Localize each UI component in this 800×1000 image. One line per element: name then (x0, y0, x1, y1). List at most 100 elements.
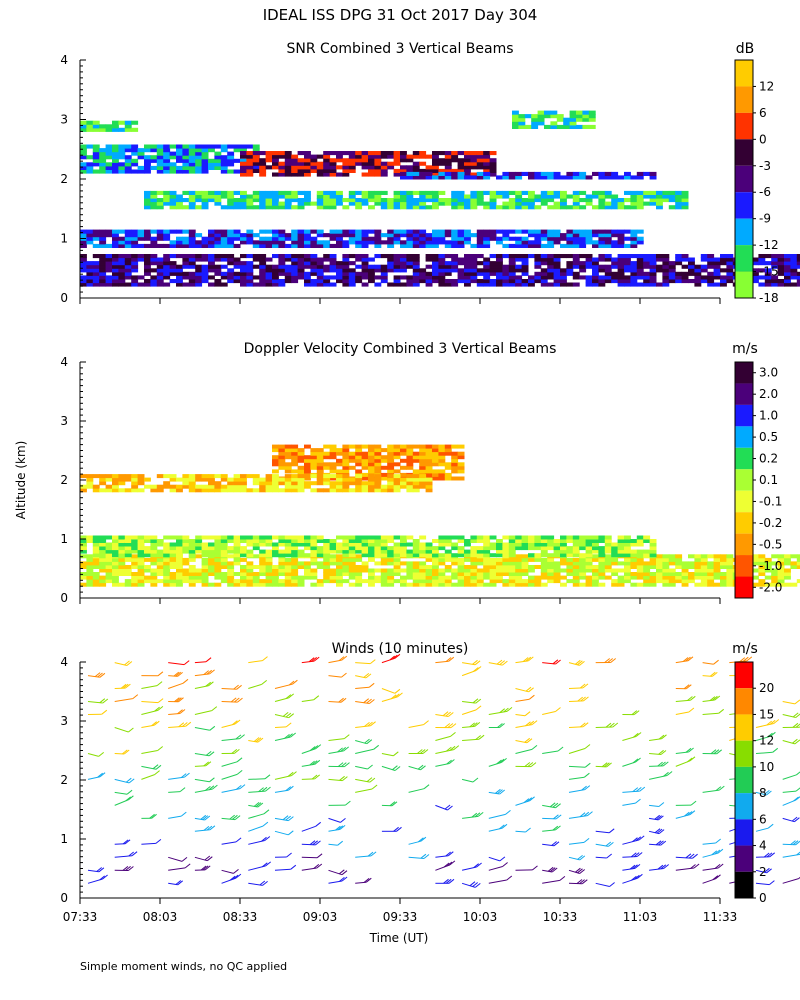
heatmap-cell (400, 198, 407, 203)
heatmap-cell (771, 257, 779, 262)
heatmap-cell (790, 565, 798, 569)
heatmap-cell (528, 201, 535, 206)
heatmap-cell (156, 474, 164, 479)
heatmap-cell (726, 264, 734, 269)
heatmap-cell (246, 194, 254, 199)
heatmap-cell (233, 198, 241, 203)
heatmap-cell (457, 268, 465, 273)
heatmap-cell (310, 264, 318, 269)
heatmap-cell (457, 579, 465, 584)
heatmap-cell (361, 488, 369, 493)
heatmap-cell (278, 465, 286, 470)
heatmap-cell (272, 535, 279, 540)
heatmap-cell (227, 254, 235, 259)
heatmap-cell (412, 205, 420, 210)
wind-barb-flag (631, 710, 638, 715)
heatmap-cell (553, 568, 561, 573)
heatmap-cell (425, 488, 433, 493)
heatmap-cell (182, 568, 190, 573)
wind-barb-flag (475, 698, 482, 704)
heatmap-cell (675, 257, 683, 262)
heatmap-cell (764, 275, 772, 280)
wind-barb-flag (209, 777, 215, 783)
heatmap-cell (649, 201, 657, 206)
heatmap-cell (144, 254, 151, 259)
wind-barb-flag (446, 759, 452, 765)
heatmap-cell (144, 279, 151, 284)
heatmap-cell (214, 568, 222, 573)
wind-barb-shaft (355, 748, 374, 754)
heatmap-cell (451, 557, 459, 562)
heatmap-cell (137, 542, 145, 547)
wind-barb-shaft (248, 813, 265, 819)
heatmap-cell (470, 553, 478, 558)
heatmap-cell (419, 582, 427, 587)
heatmap-cell (323, 575, 331, 580)
heatmap-cell (406, 488, 414, 493)
heatmap-cell (195, 579, 203, 584)
heatmap-cell (233, 582, 241, 587)
heatmap-cell (278, 488, 286, 493)
heatmap-cell (368, 546, 375, 551)
colorbar-swatch (735, 512, 753, 534)
heatmap-cell (374, 282, 382, 287)
heatmap-cell (368, 168, 375, 173)
heatmap-cell (611, 579, 619, 584)
heatmap-cell (521, 579, 529, 584)
heatmap-cell (361, 194, 369, 199)
heatmap-cell (118, 582, 126, 587)
heatmap-cell (579, 236, 587, 241)
heatmap-cell (182, 282, 190, 287)
heatmap-cell (131, 162, 139, 167)
heatmap-cell (265, 154, 273, 159)
heatmap-cell (496, 257, 503, 262)
heatmap-cell (99, 568, 107, 573)
wind-barb-flag (443, 862, 450, 868)
heatmap-cell (521, 572, 529, 576)
wind-barb-flag (257, 802, 264, 808)
heatmap-cell (182, 229, 190, 234)
heatmap-cell (252, 546, 260, 551)
heatmap-cell (284, 568, 292, 573)
heatmap-cell (297, 535, 305, 540)
heatmap-cell (297, 553, 305, 558)
heatmap-cell (118, 549, 126, 554)
heatmap-cell (380, 561, 388, 566)
wind-barb-flag (99, 698, 106, 704)
heatmap-cell (297, 243, 305, 248)
heatmap-cell (470, 205, 478, 210)
heatmap-cell (195, 271, 203, 276)
heatmap-cell (374, 198, 382, 203)
heatmap-cell (99, 561, 107, 566)
heatmap-cell (515, 198, 523, 203)
heatmap-cell (297, 240, 305, 245)
heatmap-cell (560, 198, 567, 203)
heatmap-cell (99, 279, 107, 284)
heatmap-cell (246, 539, 254, 543)
heatmap-cell (630, 201, 638, 206)
heatmap-cell (617, 261, 625, 266)
heatmap-cell (240, 198, 247, 203)
heatmap-cell (540, 233, 548, 238)
heatmap-cell (246, 488, 254, 493)
heatmap-cell (483, 229, 491, 234)
heatmap-cell (534, 546, 542, 551)
heatmap-cell (112, 120, 119, 125)
heatmap-cell (99, 229, 107, 234)
wind-barb-flag (718, 785, 725, 791)
heatmap-cell (150, 257, 158, 262)
wind-barb-flag (472, 777, 479, 783)
heatmap-cell (284, 539, 292, 543)
heatmap-cell (176, 229, 183, 234)
heatmap-cell (214, 535, 222, 540)
heatmap-cell (156, 561, 164, 566)
heatmap-cell (124, 282, 132, 287)
heatmap-cell (476, 171, 484, 176)
heatmap-cell (118, 474, 126, 479)
heatmap-cell (259, 582, 267, 587)
heatmap-cell (150, 542, 158, 547)
heatmap-cell (476, 535, 484, 540)
heatmap-cell (444, 243, 452, 248)
heatmap-cell (668, 557, 676, 562)
heatmap-cell (380, 539, 388, 543)
